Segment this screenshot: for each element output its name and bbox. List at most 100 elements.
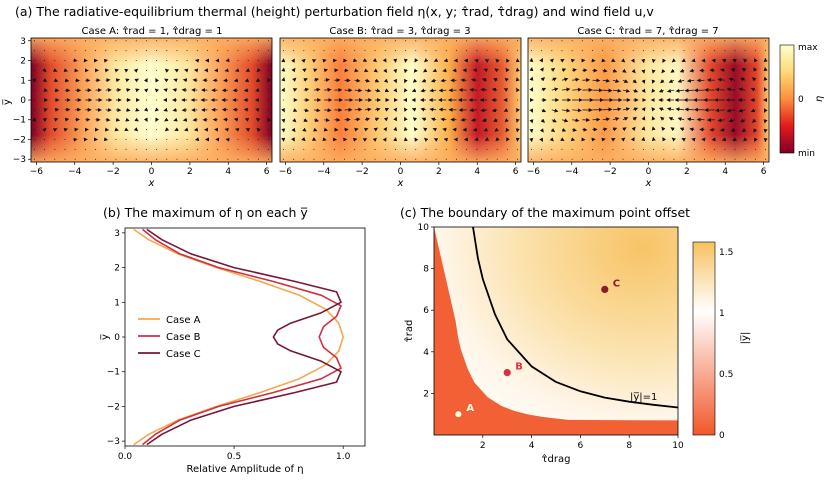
wind-vector: [156, 129, 157, 130]
wind-vector: [235, 80, 238, 81]
wind-vector: [476, 159, 477, 160]
case-point-a: [455, 411, 462, 418]
wind-vector: [623, 50, 624, 51]
wind-vector: [283, 50, 284, 51]
wind-vector: [551, 50, 552, 51]
y-tick-label: 2: [20, 57, 26, 67]
wind-vector: [436, 40, 437, 41]
colorbar-gradient: [780, 45, 794, 153]
wind-vector: [466, 50, 467, 51]
wind-vector: [425, 139, 426, 140]
wind-vector: [126, 40, 127, 41]
wind-vector: [314, 60, 315, 61]
wind-vector: [54, 159, 55, 160]
wind-vector: [248, 139, 249, 140]
y-tick-label: 0: [20, 96, 26, 106]
wind-vector: [633, 159, 634, 160]
wind-vector: [354, 159, 355, 160]
wind-vector: [268, 40, 269, 41]
wind-vector: [663, 61, 664, 62]
wind-vector: [517, 89, 518, 90]
wind-vector: [55, 70, 56, 71]
x-tick-label: −2: [106, 167, 119, 177]
wind-vector: [176, 130, 177, 131]
x-tick-label: −6: [30, 167, 44, 177]
wind-vector: [765, 50, 766, 51]
wind-vector: [54, 60, 55, 61]
wind-vector: [551, 159, 552, 160]
x-tick-label: −4: [317, 167, 331, 177]
wind-vector: [633, 50, 634, 51]
wind-vector: [324, 159, 325, 160]
wind-vector: [375, 149, 376, 150]
x-tick-label: 6: [578, 441, 584, 451]
y-axis-label: τ̂rad: [403, 320, 415, 343]
wind-vector: [44, 159, 45, 160]
wind-vector: [531, 40, 532, 41]
wind-vector: [156, 110, 157, 111]
wind-vector: [612, 50, 613, 51]
wind-vector: [582, 149, 583, 150]
wind-vector: [283, 159, 284, 160]
wind-vector: [714, 40, 715, 41]
wind-vector: [156, 60, 157, 61]
wind-vector: [227, 40, 228, 41]
x-tick-label: 1.0: [336, 452, 351, 462]
wind-vector: [487, 50, 488, 51]
wind-vector: [745, 159, 746, 160]
x-tick-label: 2: [480, 441, 486, 451]
wind-vector: [643, 40, 644, 41]
wind-vector: [75, 40, 76, 41]
wind-vector: [673, 50, 674, 51]
wind-vector: [95, 159, 96, 160]
wind-vector: [156, 149, 157, 150]
wind-vector: [517, 159, 518, 160]
wind-vector: [247, 129, 248, 130]
wind-vector: [755, 139, 756, 140]
wind-vector: [633, 40, 634, 41]
wind-vector: [324, 70, 326, 71]
wind-vector: [34, 100, 35, 101]
wind-vector: [136, 60, 137, 61]
wind-vector: [187, 139, 188, 140]
wind-vector: [268, 70, 269, 71]
wind-vector: [34, 40, 35, 41]
wind-vector: [136, 50, 137, 51]
wind-vector: [704, 149, 705, 150]
wind-vector: [456, 149, 457, 150]
wind-vector: [75, 159, 76, 160]
wind-vector: [612, 149, 613, 150]
wind-vector: [303, 50, 304, 51]
wind-vector: [551, 40, 552, 41]
wind-vector: [268, 50, 269, 51]
wind-vector: [405, 40, 406, 41]
subplot-title: Case A: τ̂rad = 1, τ̂drag = 1: [82, 25, 223, 37]
wind-vector: [724, 159, 725, 160]
wind-vector: [324, 130, 326, 131]
wind-vector: [324, 50, 325, 51]
wind-vector: [603, 109, 611, 110]
wind-vector: [176, 149, 177, 150]
case-point-label: C: [613, 278, 620, 289]
x-tick-label: 6: [761, 167, 767, 177]
x-tick-label: 2: [436, 167, 442, 177]
wind-vector: [156, 100, 157, 101]
wind-vector: [146, 129, 147, 130]
wind-vector: [623, 149, 624, 150]
wind-vector: [755, 50, 756, 51]
wind-vector: [334, 40, 335, 41]
wind-vector: [497, 149, 498, 150]
case-point-label: A: [466, 403, 474, 414]
wind-vector: [653, 50, 654, 51]
wind-vector: [166, 139, 167, 140]
x-tick-label: 4: [225, 167, 231, 177]
wind-vector: [247, 70, 248, 71]
wind-vector: [684, 149, 685, 150]
wind-vector: [755, 40, 756, 41]
wind-vector: [95, 40, 96, 41]
wind-vector: [258, 149, 259, 150]
x-tick-label: 4: [529, 441, 535, 451]
wind-vector: [755, 59, 756, 60]
colorbar-tick: 0.5: [719, 370, 733, 380]
